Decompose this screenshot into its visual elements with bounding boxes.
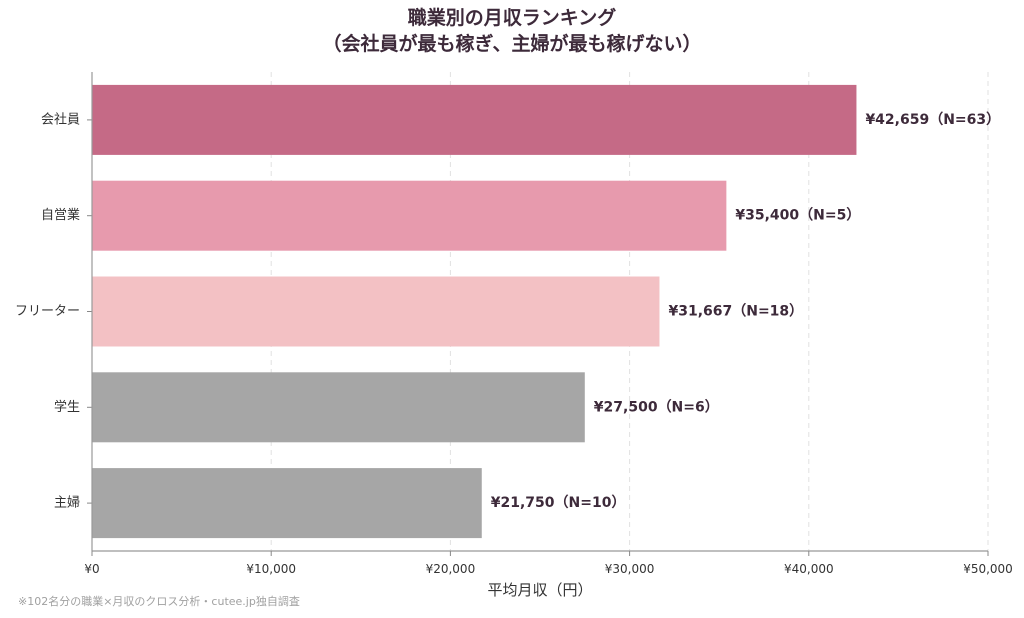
bar — [92, 276, 660, 347]
x-axis-label: 平均月収（円） — [487, 581, 592, 599]
category-label: 自営業 — [41, 207, 80, 223]
data-label: ¥27,500（N=6） — [594, 399, 719, 415]
x-tick-label: ¥40,000 — [784, 562, 834, 576]
x-tick-label: ¥0 — [84, 562, 99, 576]
x-tick-label: ¥20,000 — [426, 562, 476, 576]
x-tick-label: ¥50,000 — [963, 562, 1013, 576]
chart-subtitle: （会社員が最も稼ぎ、主婦が最も稼げない） — [322, 33, 702, 55]
chart-title: 職業別の月収ランキング — [407, 7, 617, 29]
footnote: ※102名分の職業×月収のクロス分析・cutee.jp独自調査 — [18, 595, 300, 608]
bar — [92, 84, 857, 155]
x-tick-label: ¥30,000 — [605, 562, 655, 576]
bar — [92, 372, 585, 443]
data-label: ¥42,659（N=63） — [865, 112, 1000, 128]
data-label: ¥35,400（N=5） — [735, 208, 860, 224]
bar — [92, 180, 727, 251]
category-label: 主婦 — [54, 495, 80, 511]
data-label: ¥31,667（N=18） — [668, 304, 803, 320]
category-label: 会社員 — [41, 111, 80, 127]
bar — [92, 468, 482, 539]
category-label: フリーター — [15, 304, 80, 319]
x-tick-label: ¥10,000 — [246, 562, 296, 576]
category-label: 学生 — [54, 399, 80, 415]
data-label: ¥21,750（N=10） — [491, 495, 626, 511]
